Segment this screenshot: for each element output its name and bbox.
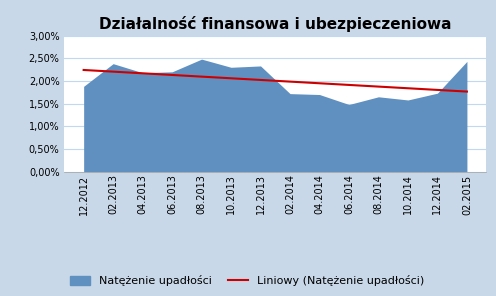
- Legend: Natężenie upadłości, Liniowy (Natężenie upadłości): Natężenie upadłości, Liniowy (Natężenie …: [70, 275, 425, 286]
- Title: Działalność finansowa i ubezpieczeniowa: Działalność finansowa i ubezpieczeniowa: [99, 16, 451, 32]
